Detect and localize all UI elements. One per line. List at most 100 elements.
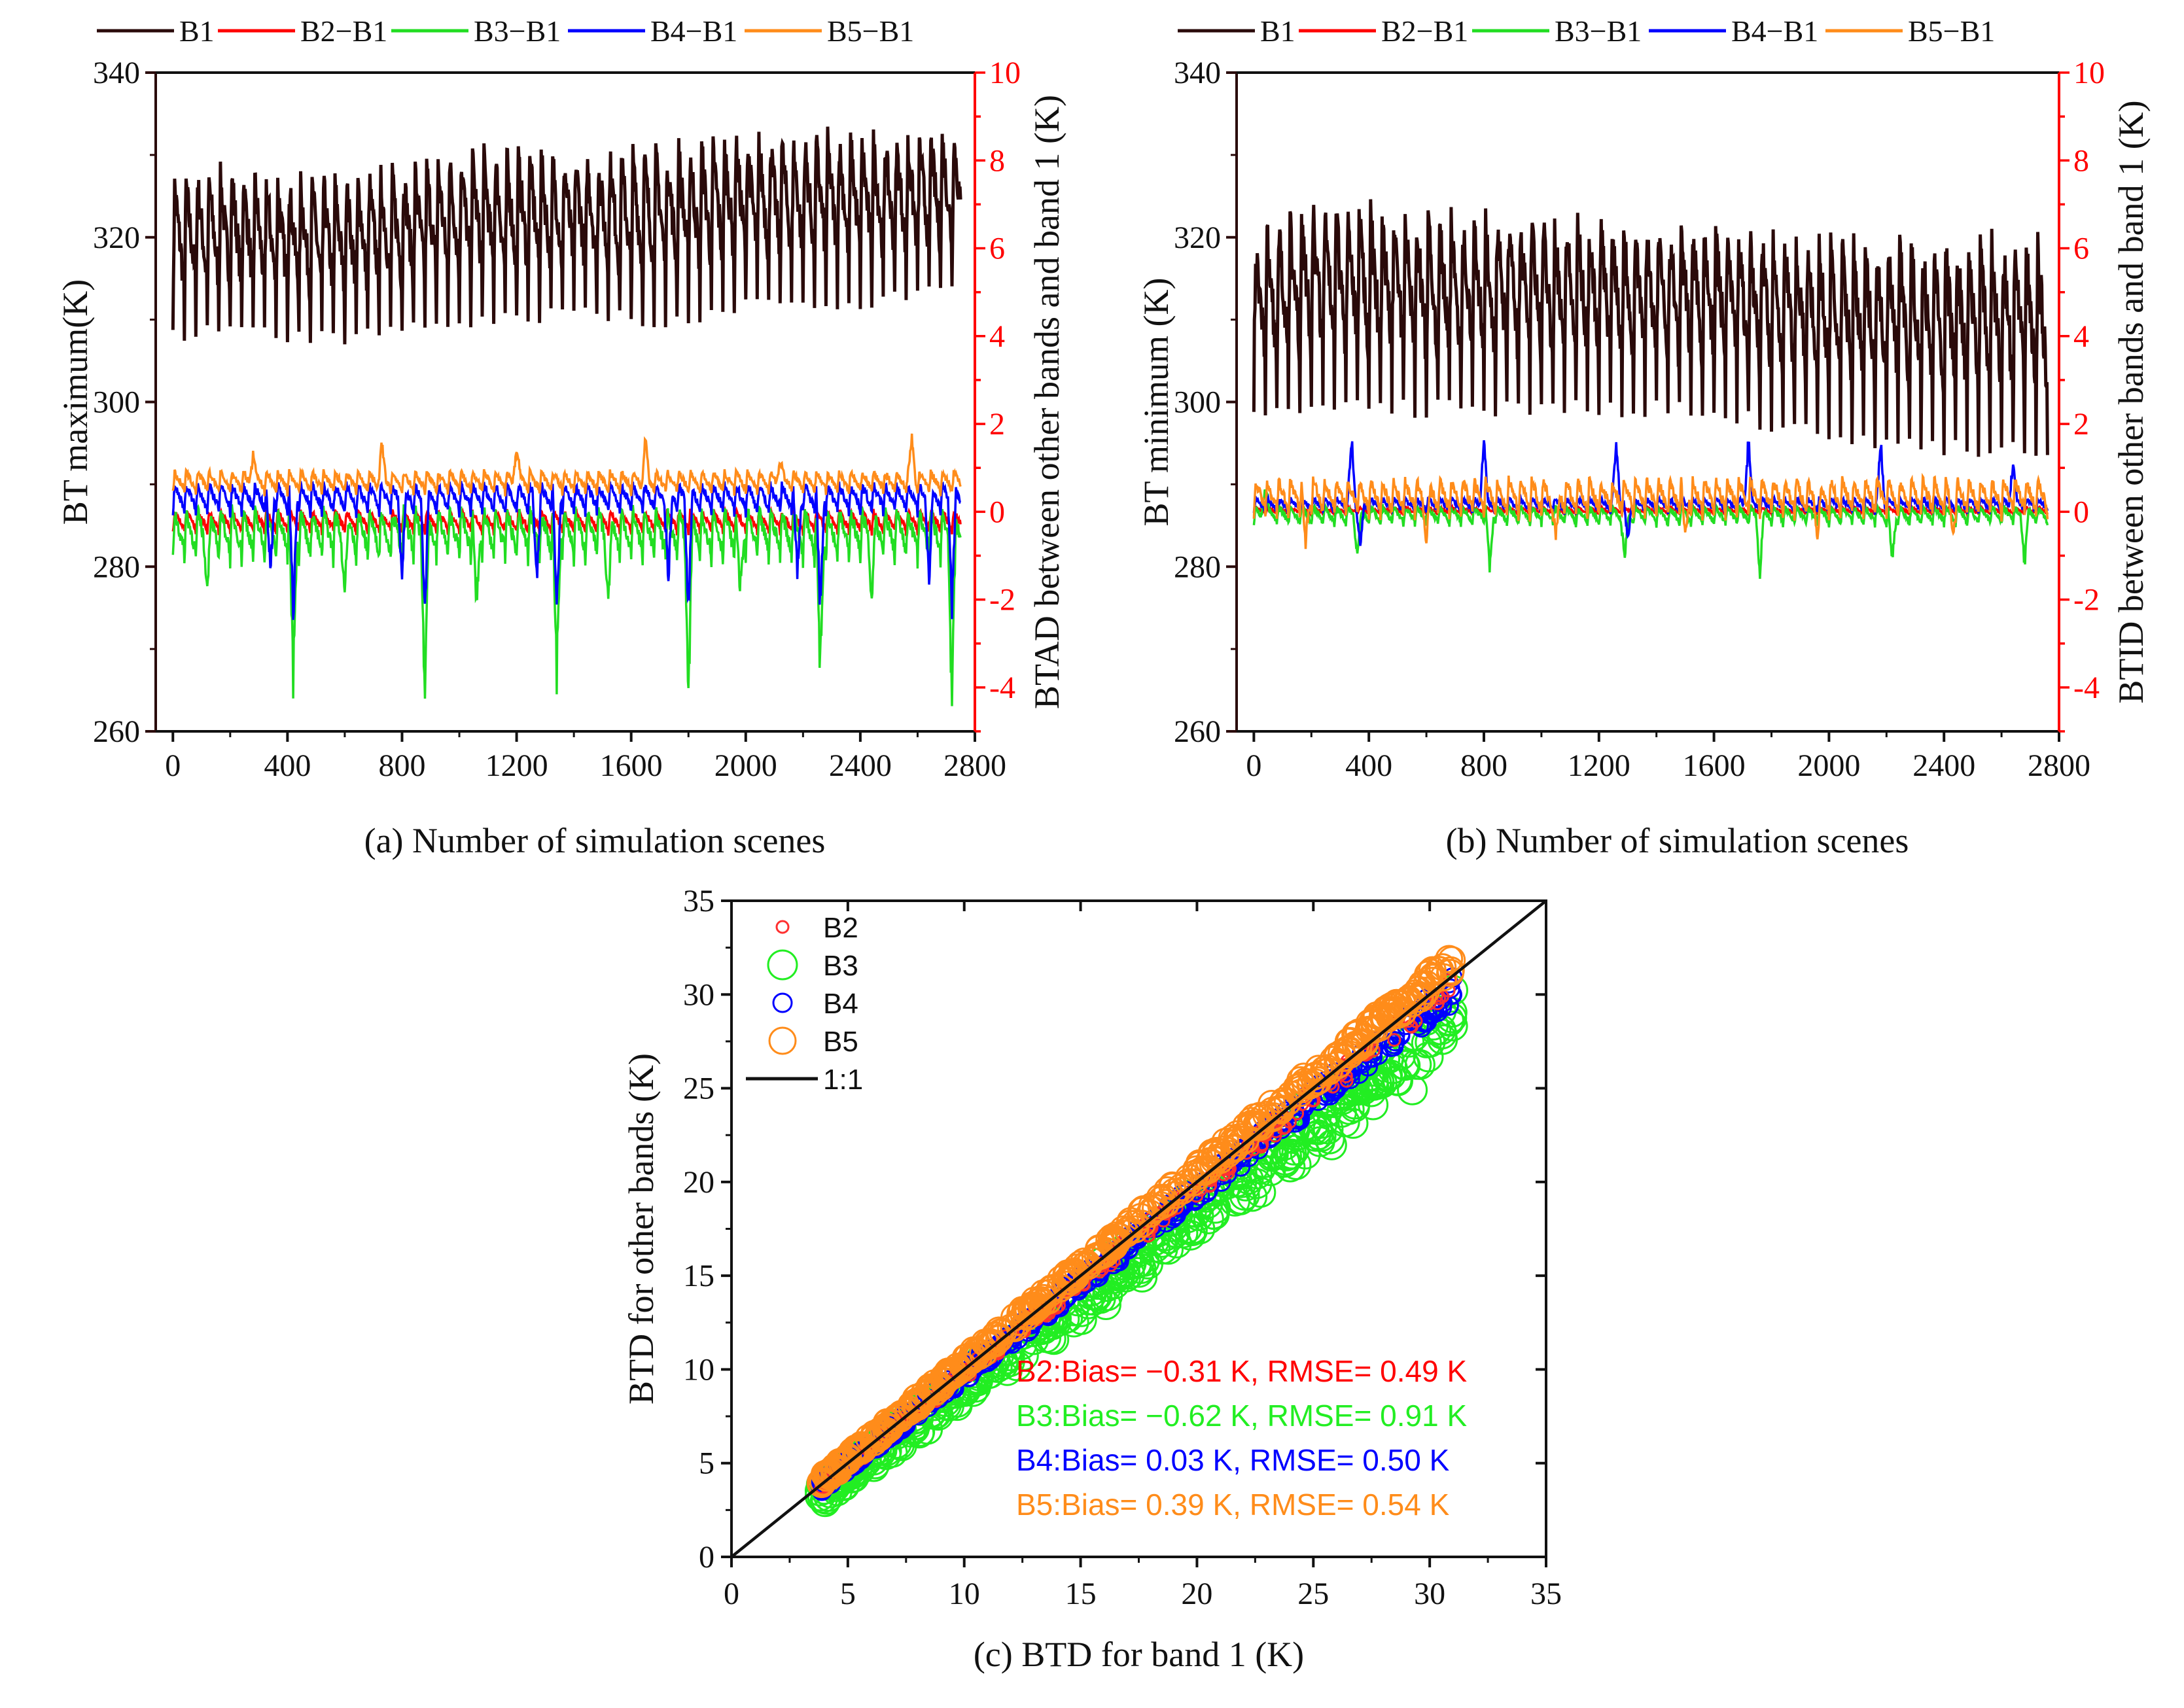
one-to-one-line <box>730 899 1547 1558</box>
x-tick-label: 0 <box>165 748 181 783</box>
scatter-point <box>1127 1210 1156 1238</box>
scatter-point <box>1378 991 1407 1020</box>
series-line-b4b1 <box>1252 440 2049 546</box>
x-tick-label: 1200 <box>1568 748 1630 783</box>
series-line-b4b1 <box>171 480 961 620</box>
y-tick-label: 320 <box>1174 220 1221 255</box>
legend-item-0: B1 <box>97 14 215 48</box>
scatter-point <box>1383 1065 1413 1096</box>
right-y-tick-label: -4 <box>989 671 1015 705</box>
x-tick-label: 800 <box>378 748 425 783</box>
x-tick-label: 1200 <box>485 748 548 783</box>
x-tick-label: 400 <box>1345 748 1392 783</box>
scatter-point <box>1273 1087 1302 1116</box>
scatter-point <box>1255 1155 1286 1187</box>
scatter-point <box>1305 1121 1337 1153</box>
scatter-point <box>1194 1155 1223 1184</box>
series-line-b5b1 <box>1252 472 2049 549</box>
legend-label: B2−B1 <box>300 14 387 48</box>
x-tick-label: 15 <box>1065 1577 1097 1611</box>
right-y-tick-label: 4 <box>989 319 1005 354</box>
legend-label: B2−B1 <box>1381 14 1468 48</box>
scatter-point <box>841 1438 870 1467</box>
y-tick-label: 340 <box>1174 56 1221 90</box>
scatter-point <box>924 1371 953 1400</box>
scatter-point <box>1136 1199 1164 1228</box>
scatter-point <box>1000 1314 1029 1342</box>
legend-marker <box>775 920 790 934</box>
right-y-tick-label: 0 <box>989 495 1005 529</box>
x-tick-label: 2800 <box>2028 748 2090 783</box>
right-y-tick-label: 8 <box>2073 143 2089 178</box>
scatter-point <box>1380 1036 1401 1057</box>
legend-item-4: B5−B1 <box>1825 14 1995 48</box>
legend-label: B1 <box>1260 14 1295 48</box>
y-tick-label: 280 <box>93 549 140 584</box>
y-tick-label: 15 <box>683 1259 714 1293</box>
stats-annotation-2: B2:Bias= −0.31 K, RMSE= 0.49 K <box>1016 1354 1467 1388</box>
panel-caption: (a) Number of simulation scenes <box>364 821 826 860</box>
scatter-point <box>1290 1138 1321 1170</box>
legend-item-1-to-1: 1:1 <box>746 1064 863 1096</box>
y-tick-label: 280 <box>1174 549 1221 584</box>
legend-item-2: B3−B1 <box>391 14 561 48</box>
scatter-point <box>1008 1340 1039 1371</box>
right-y-tick-label: 6 <box>2073 232 2089 266</box>
legend-label: B5 <box>823 1026 858 1058</box>
scatter-point <box>1153 1176 1182 1205</box>
scatter-point <box>1254 1140 1268 1154</box>
y-tick-label: 5 <box>699 1446 714 1481</box>
legend-label: B5−B1 <box>1908 14 1995 48</box>
y-tick-label: 20 <box>683 1165 714 1200</box>
scatter-point <box>1357 1009 1386 1038</box>
y-tick-label: 320 <box>93 220 140 255</box>
scatter-point <box>1278 1134 1310 1166</box>
legend-label: 1:1 <box>823 1064 863 1096</box>
legend-item-B4: B4 <box>772 988 858 1020</box>
series-line-b3b1 <box>1252 488 2049 579</box>
legend-marker <box>772 992 793 1013</box>
x-tick-label: 1600 <box>1683 748 1746 783</box>
scatter-point <box>1125 1253 1157 1284</box>
scatter-point <box>1409 982 1437 1010</box>
scatter-point <box>1114 1216 1142 1244</box>
x-tick-label: 20 <box>1181 1577 1212 1611</box>
scatter-point <box>901 1391 930 1420</box>
right-y-tick-label: 2 <box>2073 407 2089 442</box>
y-tick-label: 30 <box>683 977 714 1012</box>
y-axis-label: BT maximum(K) <box>56 279 95 525</box>
x-tick-label: 35 <box>1530 1577 1562 1611</box>
y-tick-label: 10 <box>683 1352 714 1387</box>
right-y-tick-label: 10 <box>989 56 1021 90</box>
legend-item-4: B5−B1 <box>745 14 914 48</box>
panel-c-btd-scatter: 0 5 10 15 20 25 30 35 0 5 10 15 20 25 30 35 BTD for othe… <box>622 884 1562 1674</box>
scatter-point <box>1418 956 1447 985</box>
scatter-point <box>950 1353 979 1382</box>
x-tick-label: 25 <box>1297 1577 1329 1611</box>
x-tick-label: 400 <box>264 748 311 783</box>
y-tick-label: 300 <box>1174 385 1221 420</box>
scatter-point <box>949 1351 978 1380</box>
scatter-point <box>1337 1107 1369 1139</box>
x-tick-label: 2000 <box>1797 748 1860 783</box>
x-tick-label: 5 <box>840 1577 856 1611</box>
legend-item-3: B4−B1 <box>1649 14 1818 48</box>
scatter-point <box>1243 1111 1272 1140</box>
scatter-point <box>1034 1286 1063 1315</box>
legend-item-1: B2−B1 <box>1299 14 1468 48</box>
scatter-point <box>1390 1050 1421 1081</box>
scatter-point <box>1414 960 1442 989</box>
scatter-point <box>1333 1094 1365 1125</box>
right-y-tick-label: 4 <box>2073 319 2089 354</box>
series-line-b1 <box>171 126 962 345</box>
x-tick-label: 2000 <box>714 748 777 783</box>
x-tick-label: 2400 <box>829 748 892 783</box>
scatter-point <box>985 1323 1014 1351</box>
scatter-point <box>1312 1113 1344 1145</box>
y-tick-label: 0 <box>699 1540 714 1575</box>
stats-annotation-3: B3:Bias= −0.62 K, RMSE= 0.91 K <box>1016 1399 1467 1433</box>
stats-annotation-4: B4:Bias= 0.03 K, RMSE= 0.50 K <box>1016 1443 1450 1477</box>
x-tick-label: 1600 <box>600 748 663 783</box>
right-y-tick-label: 2 <box>989 407 1005 442</box>
scatter-point <box>1231 1125 1260 1154</box>
